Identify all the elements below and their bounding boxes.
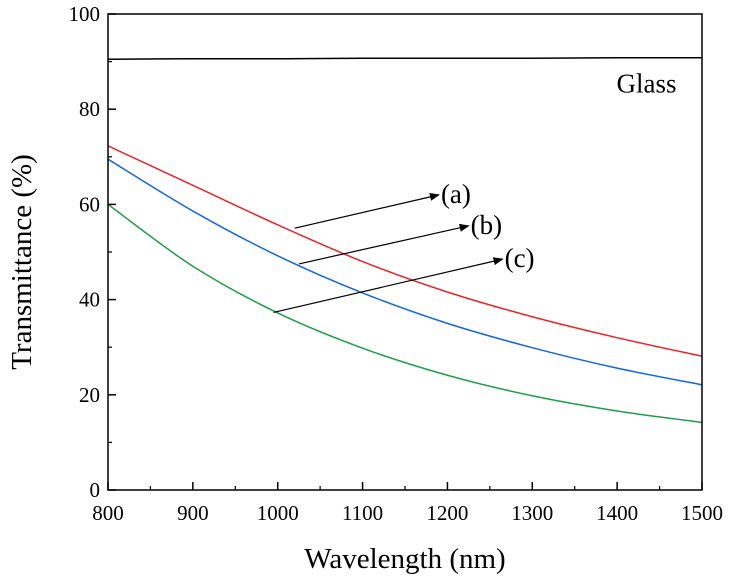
annotation-arrow-a [294, 193, 440, 229]
x-tick-label: 1000 [257, 501, 299, 525]
y-axis-title: Transmittance (%) [6, 154, 38, 370]
x-axis-title: Wavelength (nm) [304, 543, 505, 575]
x-tick-label: 1400 [596, 501, 638, 525]
annotation-arrow-c [273, 257, 504, 314]
x-tick-label: 1300 [511, 501, 553, 525]
y-tick-label: 40 [79, 288, 100, 312]
annotation-label-c: (c) [505, 243, 535, 273]
x-tick-label: 1100 [342, 501, 383, 525]
x-tick-label: 1500 [681, 501, 723, 525]
series-layer: Glass [107, 57, 703, 424]
x-tick-label: 1200 [426, 501, 468, 525]
x-tick-label: 900 [177, 501, 209, 525]
x-tick-label: 800 [92, 501, 124, 525]
plot-frame [107, 13, 703, 491]
annotation-label-b: (b) [471, 210, 502, 240]
series-line-glass [107, 57, 703, 60]
series-line-b [107, 158, 703, 386]
y-tick-label: 100 [69, 2, 101, 26]
annotation-arrow-b [298, 223, 470, 265]
series-line-a [107, 145, 703, 357]
series-line-c [107, 203, 703, 424]
y-tick-label: 60 [79, 192, 100, 216]
tick-layer: 800 900 1000 1100 1200 1300 1400 1500 0 20 40 60 80 1… [69, 2, 724, 525]
y-tick-label: 80 [79, 97, 100, 121]
y-tick-label: 0 [90, 478, 101, 502]
y-tick-label: 20 [79, 383, 100, 407]
annotation-label-a: (a) [441, 179, 471, 209]
series-label-glass: Glass [617, 69, 677, 99]
annotation-layer: (a)(b)(c) [273, 179, 535, 314]
